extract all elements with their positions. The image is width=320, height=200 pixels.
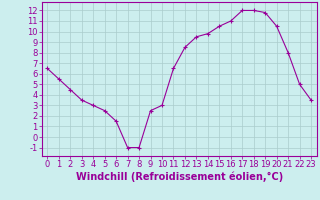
X-axis label: Windchill (Refroidissement éolien,°C): Windchill (Refroidissement éolien,°C) bbox=[76, 172, 283, 182]
